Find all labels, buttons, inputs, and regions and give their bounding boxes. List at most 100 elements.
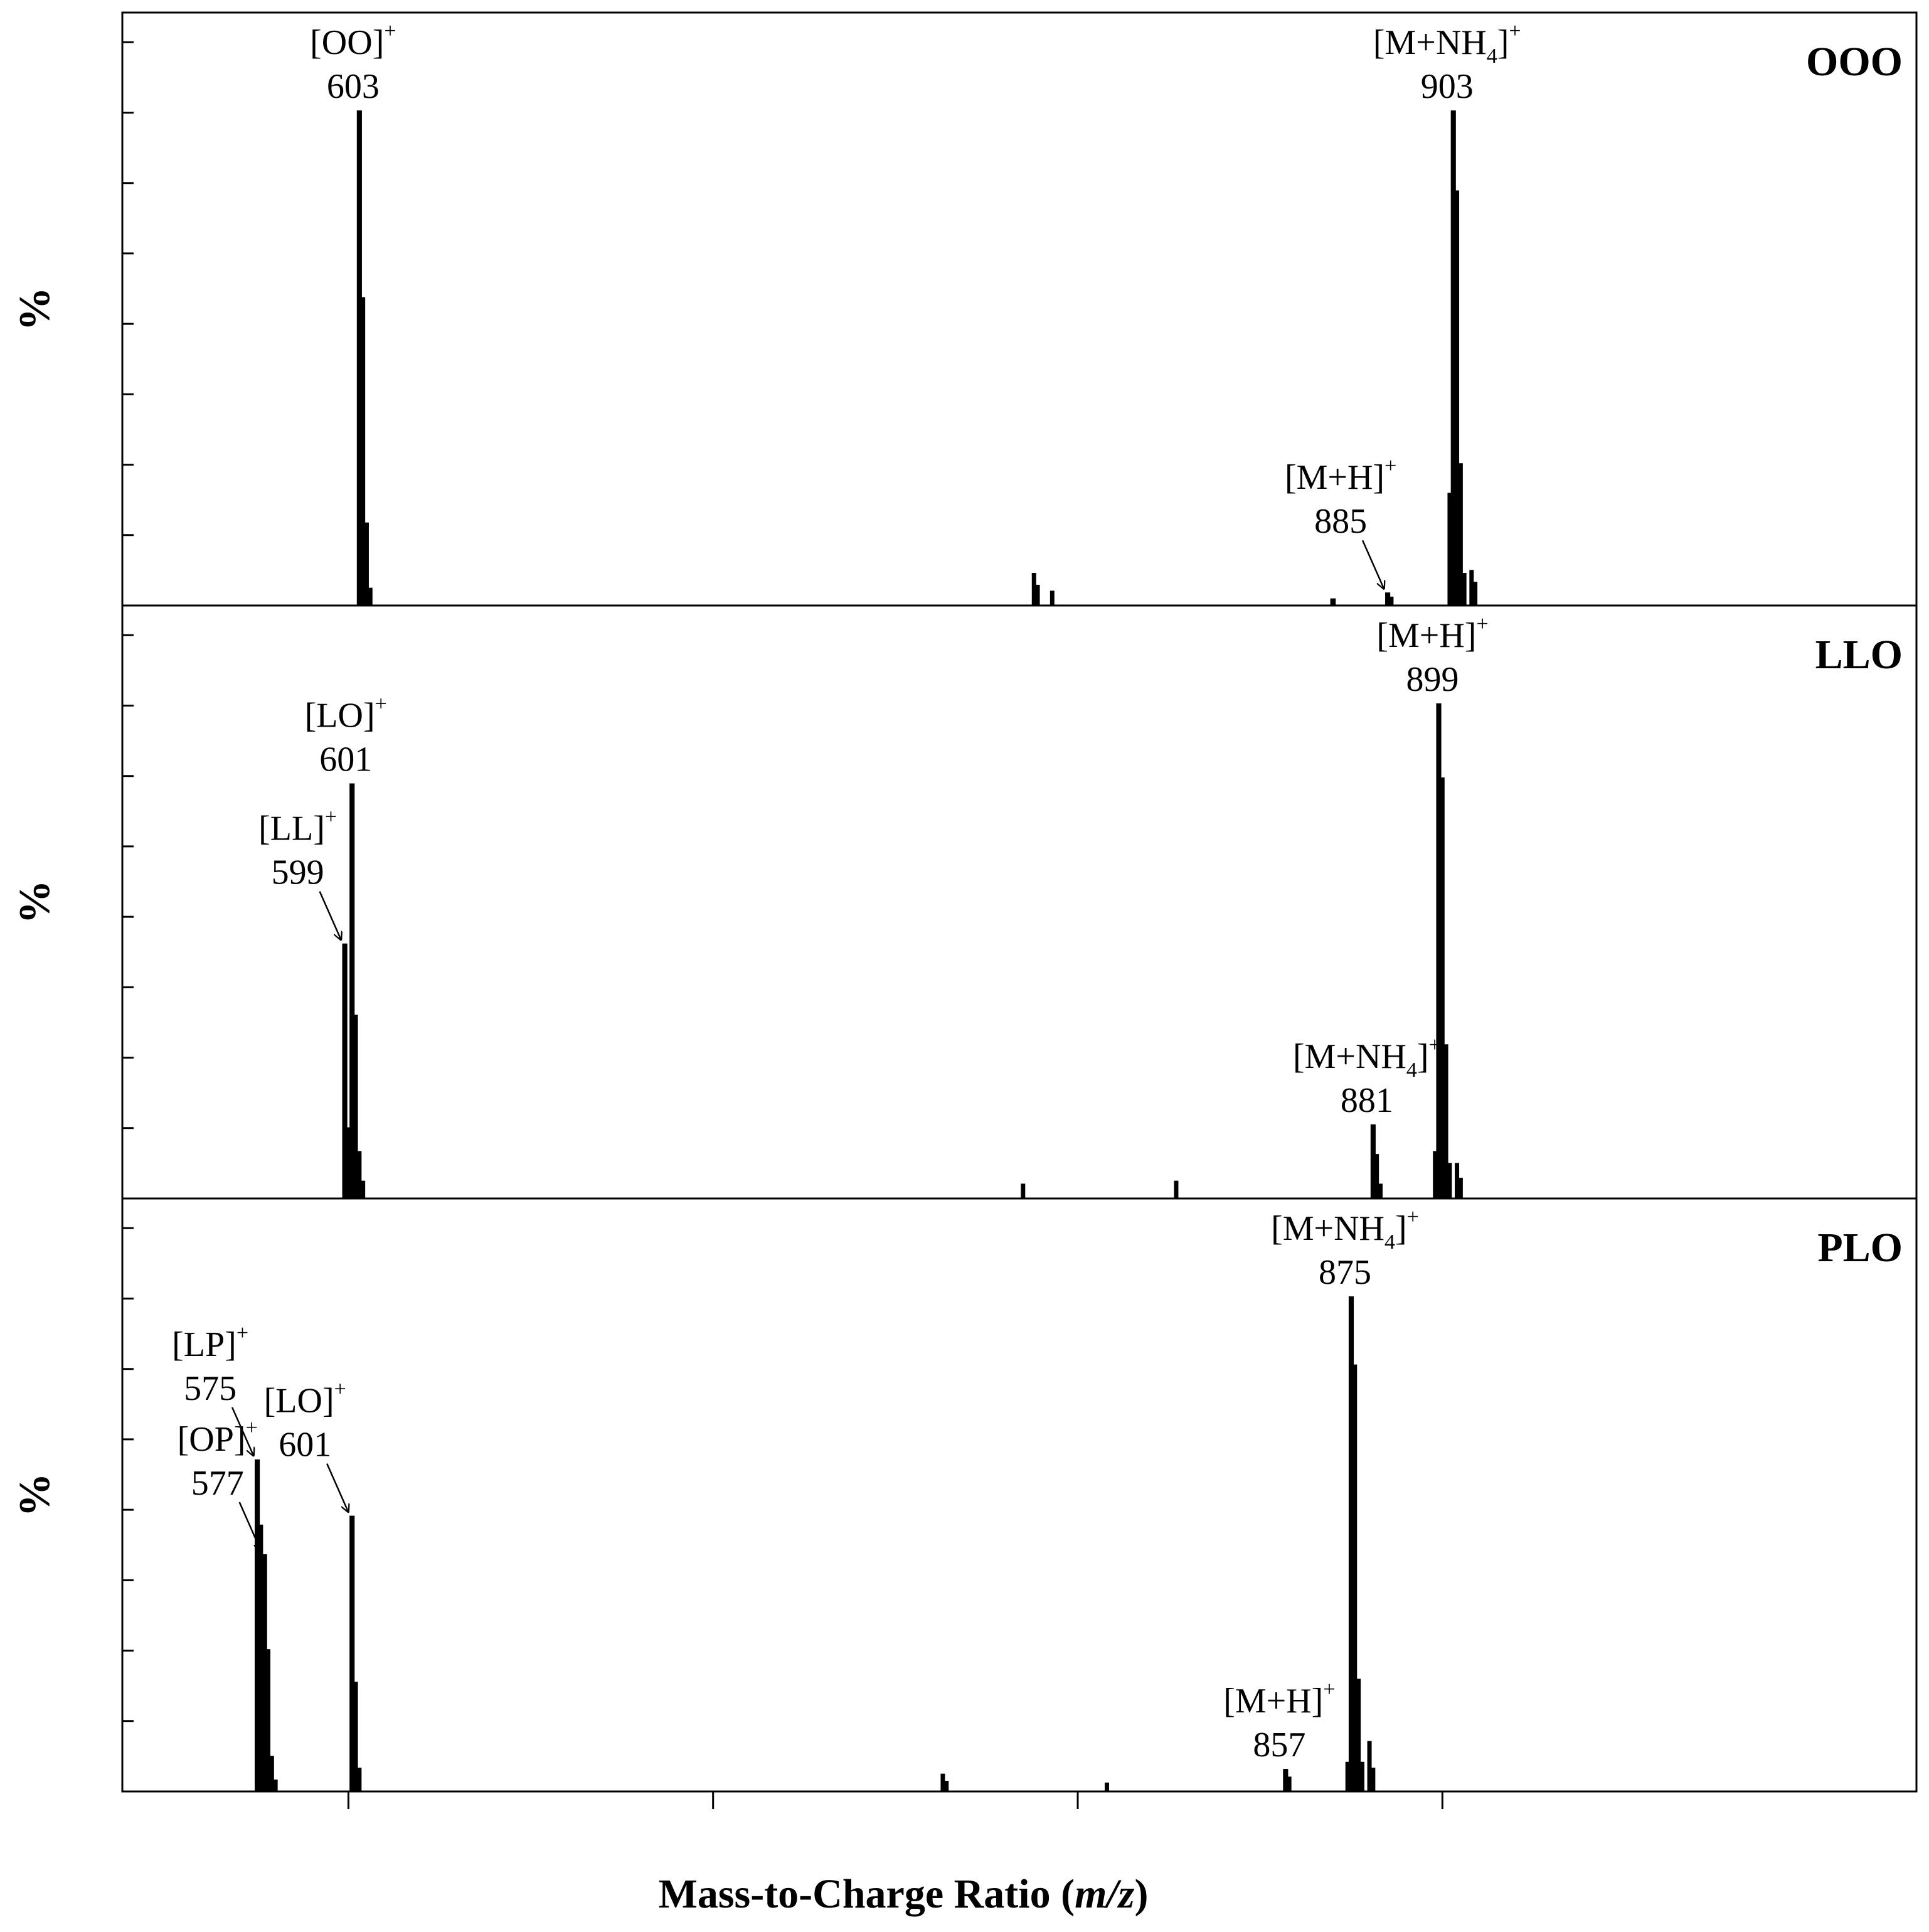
peak-bar: [357, 1151, 362, 1198]
peak-bar: [1370, 1124, 1376, 1198]
peak-bar: [361, 1180, 366, 1198]
peak-arrow: [231, 1407, 253, 1456]
peak-arrow: [326, 1463, 348, 1512]
peak-bar: [1105, 1782, 1109, 1791]
y-axis-label: %: [11, 287, 59, 331]
panel-name: PLO: [1817, 1225, 1903, 1271]
peak-bar: [1287, 1776, 1292, 1791]
ion-superscript: +: [1429, 1033, 1441, 1057]
peak-arrow: [1361, 540, 1384, 589]
peak-bar: [1462, 573, 1467, 606]
ion-superscript: +: [1476, 612, 1488, 636]
peak-bar: [1440, 777, 1445, 1198]
x-axis-title-main: Mass-to-Charge Ratio (: [659, 1871, 1075, 1917]
peak-bar: [1458, 1177, 1463, 1198]
mz-label: 881: [1341, 1081, 1393, 1120]
peak-bar: [353, 1682, 358, 1791]
spectrum-panel-plo: %PLO[LP]+575[OP]+577[LO]+601[M+NH4]+875[…: [11, 1197, 1918, 1793]
peak-bar: [349, 783, 355, 1198]
peak-bar: [368, 587, 373, 606]
peak-bar: [364, 522, 369, 606]
mz-label: 577: [191, 1464, 244, 1503]
peak-bar: [349, 1515, 355, 1791]
peak-bar: [269, 1756, 274, 1791]
ion-label: [OP]+: [178, 1416, 258, 1459]
mz-label: 603: [327, 67, 380, 106]
peak-bar: [266, 1649, 271, 1791]
panel-frame: [121, 604, 1918, 1200]
ion-superscript: +: [375, 693, 387, 716]
peak-bar: [1359, 1761, 1364, 1791]
peak-bar: [1433, 1151, 1438, 1198]
ion-subscript: 4: [1487, 45, 1497, 68]
ion-superscript: +: [246, 1416, 258, 1439]
peak-bar: [1447, 493, 1452, 606]
peak-bar: [1330, 598, 1336, 606]
ion-label: [M+NH4]+: [1373, 19, 1521, 68]
peak-bar: [1450, 110, 1456, 606]
peak-bar: [1283, 1769, 1289, 1791]
ion-subscript: 4: [1406, 1059, 1417, 1082]
peak-bar: [1345, 1761, 1350, 1791]
peak-bar: [1447, 1163, 1452, 1198]
peak-bar: [357, 1768, 362, 1791]
peak-bar: [361, 297, 366, 606]
peak-bar: [1458, 463, 1463, 606]
mz-label: 903: [1421, 67, 1474, 106]
peak-bar: [1021, 1183, 1026, 1198]
mz-label: 857: [1253, 1726, 1305, 1764]
peak-bar: [1348, 1296, 1354, 1791]
peak-bar: [346, 1127, 351, 1198]
peak-bar: [258, 1524, 263, 1791]
ion-superscript: +: [236, 1321, 248, 1345]
ion-superscript: +: [1384, 454, 1396, 478]
peak-bar: [1436, 703, 1442, 1198]
annotations: [OO]+603[M+NH4]+903[M+H]+885: [310, 19, 1521, 589]
peak-bar: [1352, 1364, 1358, 1791]
peak-bar: [1374, 1154, 1379, 1198]
x-axis: [347, 1791, 1443, 1809]
mz-label: 601: [279, 1426, 331, 1465]
ion-text: [M+NH: [1373, 23, 1487, 62]
panel-frame: [121, 11, 1918, 607]
peak-bar: [940, 1773, 945, 1791]
ion-superscript: +: [1509, 19, 1521, 43]
peak-bar: [1035, 584, 1040, 606]
panel-name: OOO: [1806, 39, 1903, 85]
peak-bar: [1174, 1180, 1179, 1198]
peak-bar: [1455, 1163, 1460, 1198]
annotations: [LO]+601[LL]+599[M+H]+899[M+NH4]+881: [258, 612, 1489, 1120]
ion-superscript: +: [1323, 1678, 1335, 1701]
mz-label: 575: [184, 1369, 236, 1408]
ion-text: [M+H]: [1223, 1682, 1323, 1721]
x-axis-title-close: ): [1134, 1871, 1148, 1917]
ion-text: [M+NH: [1293, 1037, 1406, 1076]
ion-text: [OP]: [178, 1420, 246, 1459]
ion-label: [M+NH4]+: [1271, 1205, 1419, 1254]
ion-text: [M+H]: [1285, 458, 1384, 497]
ion-text: [OO]: [310, 23, 384, 62]
ion-label: [LO]+: [264, 1378, 346, 1421]
ion-text-close: ]: [1395, 1209, 1407, 1248]
ion-label: [LO]+: [305, 693, 387, 735]
peak-bar: [353, 1015, 358, 1198]
mz-label: 601: [319, 740, 372, 779]
peak-bar: [944, 1780, 949, 1791]
panel-frame: [121, 1197, 1918, 1793]
peak-bar: [1050, 590, 1055, 606]
peak-bar: [1385, 592, 1391, 606]
ion-label: [LL]+: [258, 806, 337, 848]
ion-label: [M+NH4]+: [1293, 1033, 1441, 1082]
peak-bar: [1455, 190, 1460, 606]
peak-arrow: [319, 891, 341, 940]
x-axis-title-italic: m/z: [1075, 1871, 1135, 1917]
peak-bar: [1031, 573, 1036, 606]
peak-bar: [273, 1780, 278, 1791]
ion-label: [M+H]+: [1376, 612, 1488, 655]
ion-text: [LO]: [305, 696, 375, 735]
ion-superscript: +: [325, 806, 337, 829]
ion-text: [M+H]: [1376, 616, 1476, 655]
peak-bar: [1469, 570, 1474, 606]
panels-layer: %OOO[OO]+603[M+NH4]+903[M+H]+885%LLO[LO]…: [11, 11, 1918, 1793]
